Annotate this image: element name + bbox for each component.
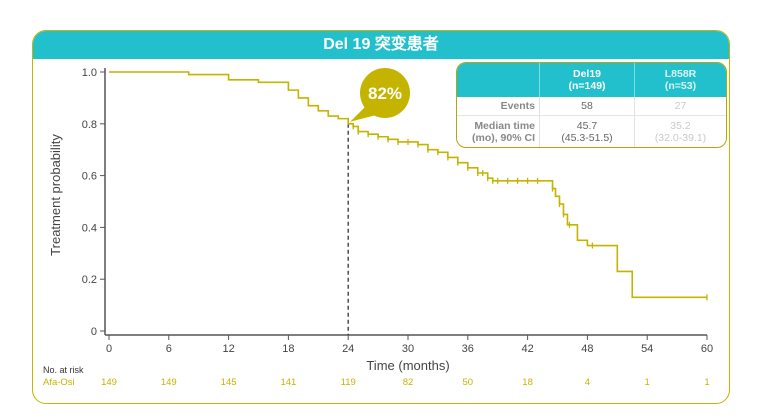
y-tick-label: 0.8	[82, 119, 97, 131]
y-tick-label: 0.2	[82, 274, 97, 286]
risk-table-group: Afa-Osi	[43, 377, 75, 388]
x-tick-label: 48	[581, 343, 593, 355]
table-header-l858r: L858R (n=53)	[634, 63, 726, 97]
table-row-events: Events 58 27	[457, 97, 726, 116]
x-tick-label: 36	[462, 343, 474, 355]
x-tick-label: 6	[166, 343, 172, 355]
bubble-circle	[360, 68, 410, 118]
risk-value: 1	[704, 377, 709, 388]
risk-value: 82	[403, 377, 414, 388]
risk-value: 18	[522, 377, 533, 388]
x-tick-label: 42	[521, 343, 533, 355]
risk-value: 50	[463, 377, 474, 388]
x-axis-label: Time (months)	[366, 358, 449, 373]
table-header-row: Del19 (n=149) L858R (n=53)	[457, 63, 726, 97]
x-tick-label: 12	[222, 343, 234, 355]
risk-value: 141	[280, 377, 296, 388]
table-header-empty	[457, 63, 539, 97]
summary-table: Del19 (n=149) L858R (n=53) Events 58 27 …	[456, 62, 727, 148]
risk-value: 119	[341, 377, 356, 388]
x-tick-label: 60	[701, 343, 713, 355]
table-header-del19: Del19 (n=149)	[539, 63, 634, 97]
y-tick-label: 1.0	[82, 67, 97, 79]
risk-value: 1	[645, 377, 650, 388]
risk-value: 149	[101, 377, 117, 388]
y-tick-label: 0.6	[82, 171, 97, 183]
risk-value: 4	[585, 377, 590, 388]
table-row-median: Median time (mo), 90% CI 45.7 (45.3-51.5…	[457, 116, 726, 147]
x-tick-label: 18	[282, 343, 294, 355]
risk-value: 149	[161, 377, 177, 388]
y-tick-label: 0.4	[82, 222, 97, 234]
x-tick-label: 54	[641, 343, 653, 355]
risk-value: 145	[221, 377, 237, 388]
x-tick-label: 30	[402, 343, 414, 355]
bubble-label: 82%	[368, 84, 402, 103]
percent-bubble: 82%	[350, 68, 410, 122]
km-curve-del19	[109, 71, 707, 299]
y-tick-label: 0	[91, 326, 97, 338]
risk-table-title: No. at risk	[43, 365, 84, 375]
panel-title: Del 19 突变患者	[33, 31, 729, 59]
x-tick-label: 24	[342, 343, 354, 355]
x-tick-label: 0	[106, 343, 112, 355]
y-axis-label: Treatment probability	[48, 134, 63, 256]
